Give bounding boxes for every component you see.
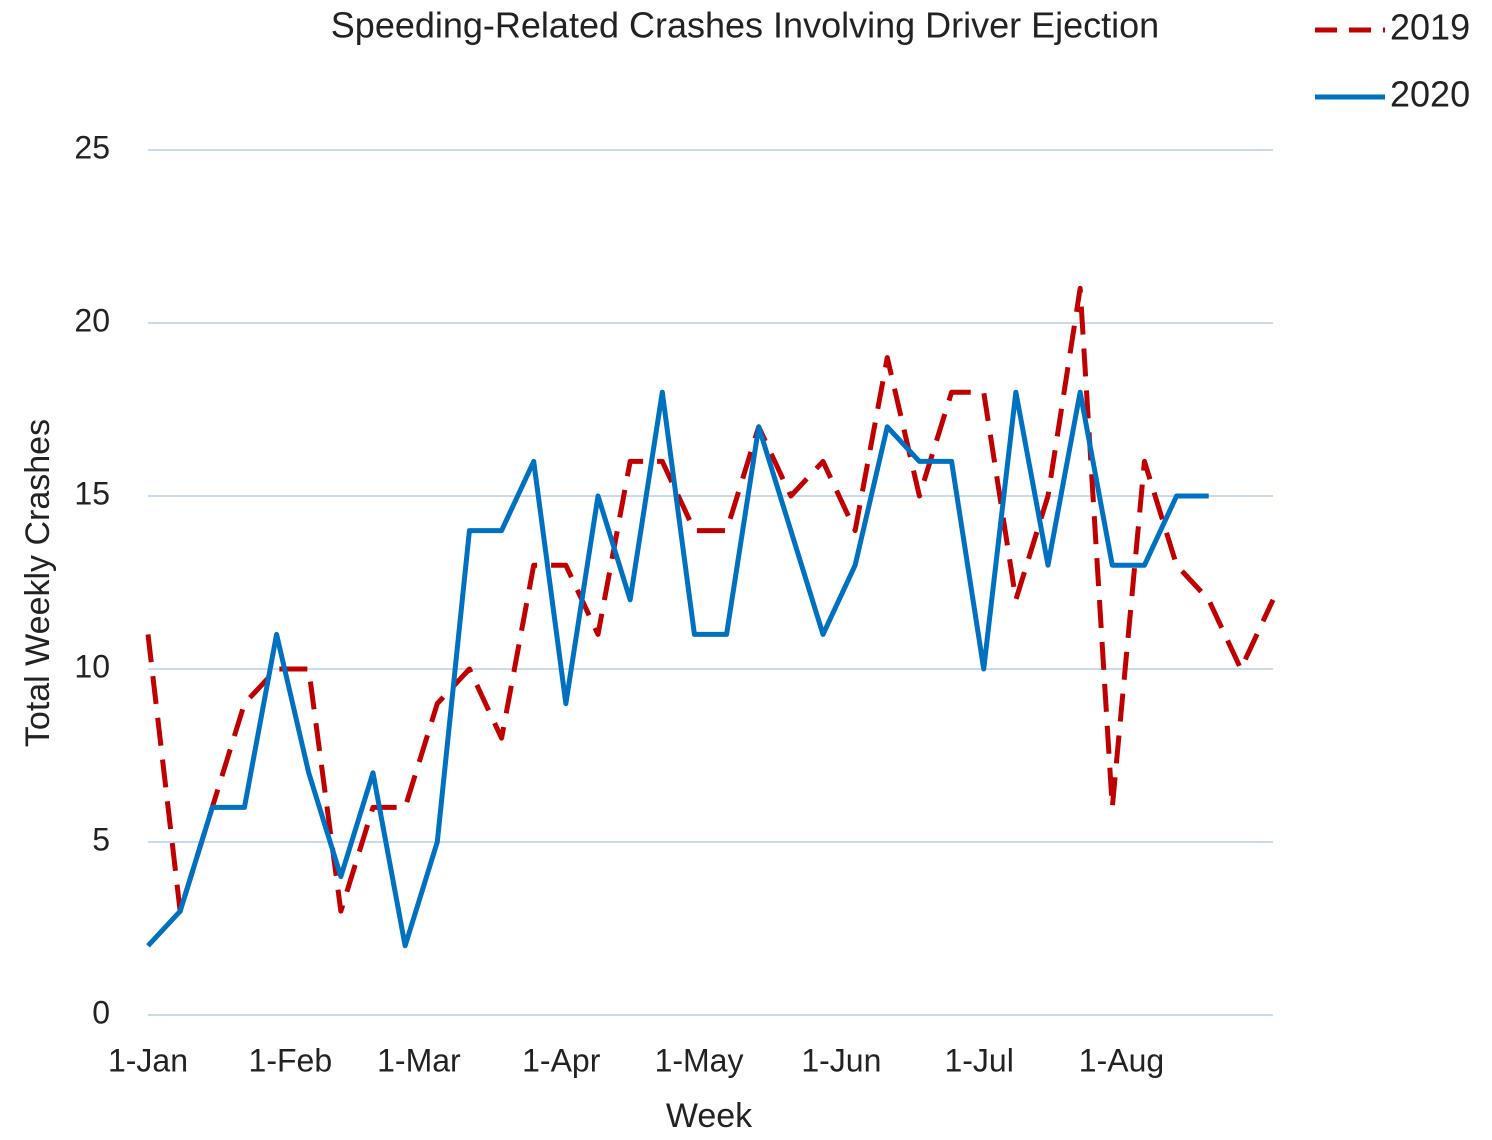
y-tick-label: 20 — [74, 302, 110, 338]
y-tick-label: 15 — [74, 475, 110, 511]
line-series — [145, 285, 1276, 914]
x-tick-label: 1-Jan — [108, 1042, 188, 1078]
legend-label: 2019 — [1390, 7, 1470, 48]
x-tick-label: 1-Jul — [944, 1042, 1013, 1078]
y-tick-label: 25 — [74, 129, 110, 165]
chart-title: Speeding-Related Crashes Involving Drive… — [331, 5, 1159, 46]
x-tick-label: 1-Jun — [801, 1042, 881, 1078]
y-tick-label: 0 — [92, 994, 110, 1030]
y-tick-label: 10 — [74, 648, 110, 684]
line-series — [146, 389, 1209, 949]
x-tick-label: 1-Mar — [377, 1042, 461, 1078]
x-tick-label: 1-Aug — [1079, 1042, 1164, 1078]
x-tick-label: 1-Apr — [522, 1042, 601, 1078]
x-axis-label: Week — [666, 1097, 753, 1135]
x-tick-label: 1-Feb — [249, 1042, 333, 1078]
x-tick-label: 1-May — [655, 1042, 744, 1078]
y-tick-label: 5 — [92, 821, 110, 857]
legend-label: 2020 — [1390, 74, 1470, 115]
y-axis-label: Total Weekly Crashes — [19, 419, 57, 747]
